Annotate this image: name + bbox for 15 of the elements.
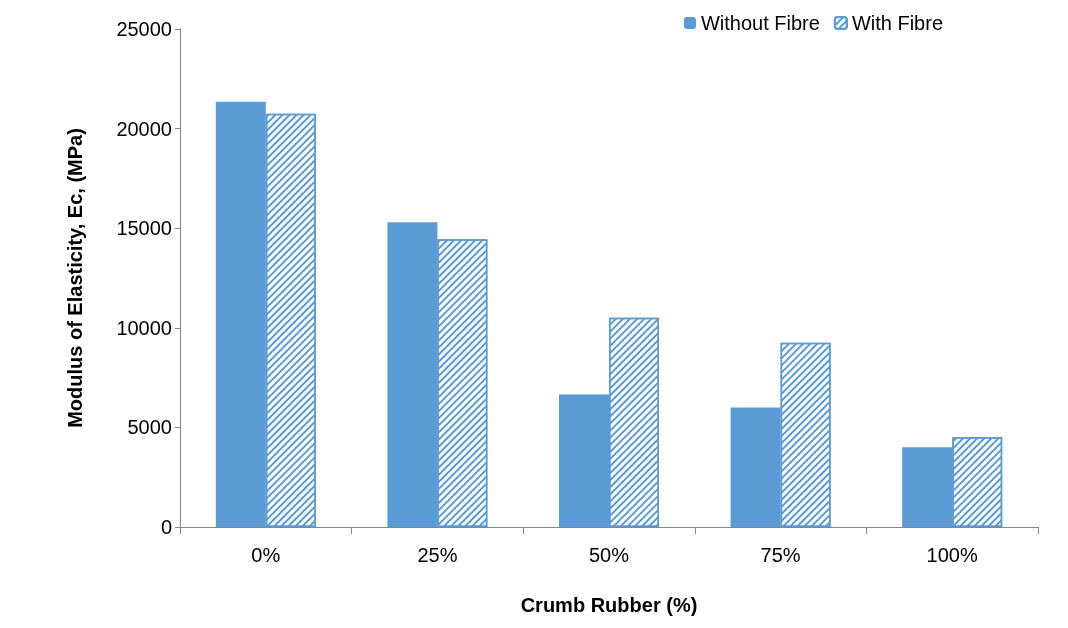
y-axis-title: Modulus of Elasticity, Ec, (MPa) (64, 128, 86, 428)
x-tick-label: 100% (926, 544, 978, 566)
x-axis-title: Crumb Rubber (%) (520, 594, 698, 616)
x-tick-label: 75% (760, 544, 801, 566)
y-tick-label: 0 (160, 516, 172, 538)
y-tick-label: 15000 (116, 217, 172, 240)
y-tick-label: 20000 (116, 117, 172, 140)
x-tick-label: 25% (417, 544, 458, 566)
legend-label: Without Fibre (700, 12, 820, 34)
y-tick-label: 5000 (127, 416, 172, 439)
x-tick-label: 50% (588, 544, 630, 566)
y-tick-label: 25000 (116, 18, 172, 40)
y-tick-label: 10000 (116, 316, 172, 339)
x-tick-label: 0% (251, 544, 281, 566)
legend-label: With Fibre (851, 12, 943, 34)
